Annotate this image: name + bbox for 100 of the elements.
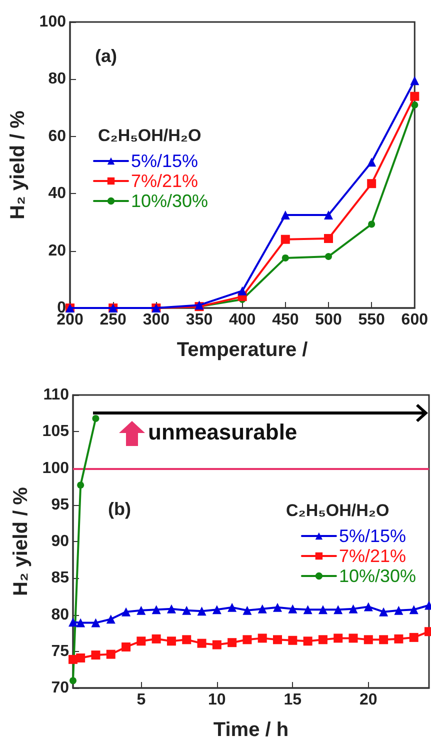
point bbox=[238, 286, 247, 296]
point bbox=[324, 234, 333, 243]
y-tick-label: 105 bbox=[42, 423, 70, 440]
point bbox=[76, 618, 86, 628]
x-tick-label: 450 bbox=[272, 312, 299, 328]
point bbox=[92, 414, 100, 422]
point bbox=[318, 635, 328, 644]
point bbox=[394, 634, 404, 644]
point bbox=[166, 636, 176, 646]
point bbox=[182, 606, 192, 615]
y-tick-label: 100 bbox=[42, 460, 70, 477]
point bbox=[280, 234, 290, 244]
point bbox=[364, 602, 373, 612]
legend-label: 10%/30% bbox=[131, 191, 208, 211]
point bbox=[242, 635, 252, 644]
point bbox=[334, 605, 343, 614]
y-tick-label: 95 bbox=[51, 496, 70, 514]
point bbox=[197, 606, 206, 616]
point bbox=[258, 634, 267, 643]
point bbox=[367, 179, 376, 188]
point bbox=[122, 642, 131, 652]
point bbox=[410, 92, 420, 101]
point bbox=[273, 602, 282, 612]
point bbox=[348, 604, 358, 614]
point bbox=[410, 76, 420, 86]
y-tick-label: 80 bbox=[51, 606, 70, 624]
point bbox=[379, 635, 388, 644]
legend-title: C₂H₅OH/H₂O bbox=[286, 501, 390, 520]
point bbox=[324, 210, 333, 220]
y-tick-label: 70 bbox=[51, 680, 70, 696]
x-tick-label: 10 bbox=[208, 692, 226, 708]
point bbox=[212, 640, 222, 650]
annotation: unmeasurable bbox=[148, 420, 298, 444]
y-axis-title: H₂ yield / % bbox=[10, 486, 32, 596]
x-tick-label: 500 bbox=[315, 312, 342, 328]
y-tick-label: 100 bbox=[39, 14, 66, 30]
point bbox=[303, 605, 312, 614]
point bbox=[182, 635, 192, 644]
x-tick-label: 5 bbox=[136, 692, 146, 708]
point bbox=[228, 602, 237, 612]
point bbox=[122, 607, 131, 616]
point bbox=[136, 636, 146, 646]
y-tick-label: 85 bbox=[51, 570, 70, 587]
legend-label: 5%/15% bbox=[338, 526, 406, 546]
x-tick-label: 550 bbox=[358, 312, 386, 328]
x-axis-title: Temperature / bbox=[176, 339, 308, 361]
point bbox=[364, 635, 373, 644]
point bbox=[318, 605, 328, 614]
text: (b) bbox=[108, 499, 131, 519]
y-tick-label: 90 bbox=[51, 533, 70, 550]
point bbox=[77, 482, 84, 489]
x-tick-label: 250 bbox=[100, 312, 127, 328]
point bbox=[379, 607, 388, 616]
point bbox=[106, 650, 116, 659]
point bbox=[288, 636, 298, 645]
point bbox=[91, 618, 100, 628]
y-tick-label: 40 bbox=[48, 185, 66, 202]
point bbox=[212, 605, 222, 614]
legend-label: 10%/30% bbox=[338, 566, 416, 586]
point bbox=[324, 253, 332, 260]
y-tick-label: 80 bbox=[48, 70, 66, 88]
point bbox=[242, 606, 252, 615]
point bbox=[152, 605, 161, 614]
point bbox=[409, 632, 418, 642]
y-tick-label: 75 bbox=[51, 642, 70, 660]
x-axis-title: Time / h bbox=[213, 719, 289, 741]
point bbox=[280, 210, 290, 220]
point bbox=[303, 636, 312, 646]
point bbox=[411, 101, 418, 108]
y-tick-label: 110 bbox=[43, 386, 70, 404]
point bbox=[394, 606, 404, 615]
point bbox=[409, 605, 418, 614]
y-axis-title: H₂ yield / % bbox=[7, 110, 29, 220]
point bbox=[288, 604, 298, 614]
point bbox=[166, 604, 176, 614]
x-tick-label: 400 bbox=[228, 312, 256, 328]
x-tick-label: 600 bbox=[401, 312, 428, 328]
point bbox=[368, 220, 376, 228]
point bbox=[68, 618, 78, 627]
y-tick-label: 20 bbox=[48, 242, 66, 260]
legend-title: C₂H₅OH/H₂O bbox=[98, 126, 202, 145]
point bbox=[282, 254, 289, 262]
point bbox=[258, 604, 267, 614]
legend-label: 7%/21% bbox=[338, 546, 406, 566]
point bbox=[348, 634, 358, 643]
x-tick-label: 20 bbox=[360, 692, 378, 708]
point bbox=[136, 606, 146, 615]
legend-label: 5%/15% bbox=[131, 151, 198, 171]
point bbox=[70, 677, 76, 684]
y-tick-label: 60 bbox=[48, 128, 66, 145]
point bbox=[91, 650, 100, 660]
legend-label: 7%/21% bbox=[131, 171, 198, 191]
x-tick-label: 15 bbox=[284, 692, 302, 708]
point bbox=[76, 653, 86, 662]
point bbox=[197, 638, 206, 648]
point bbox=[334, 634, 343, 643]
point bbox=[367, 158, 376, 167]
point bbox=[228, 638, 237, 648]
x-tick-label: 300 bbox=[142, 312, 170, 328]
point bbox=[106, 614, 116, 624]
